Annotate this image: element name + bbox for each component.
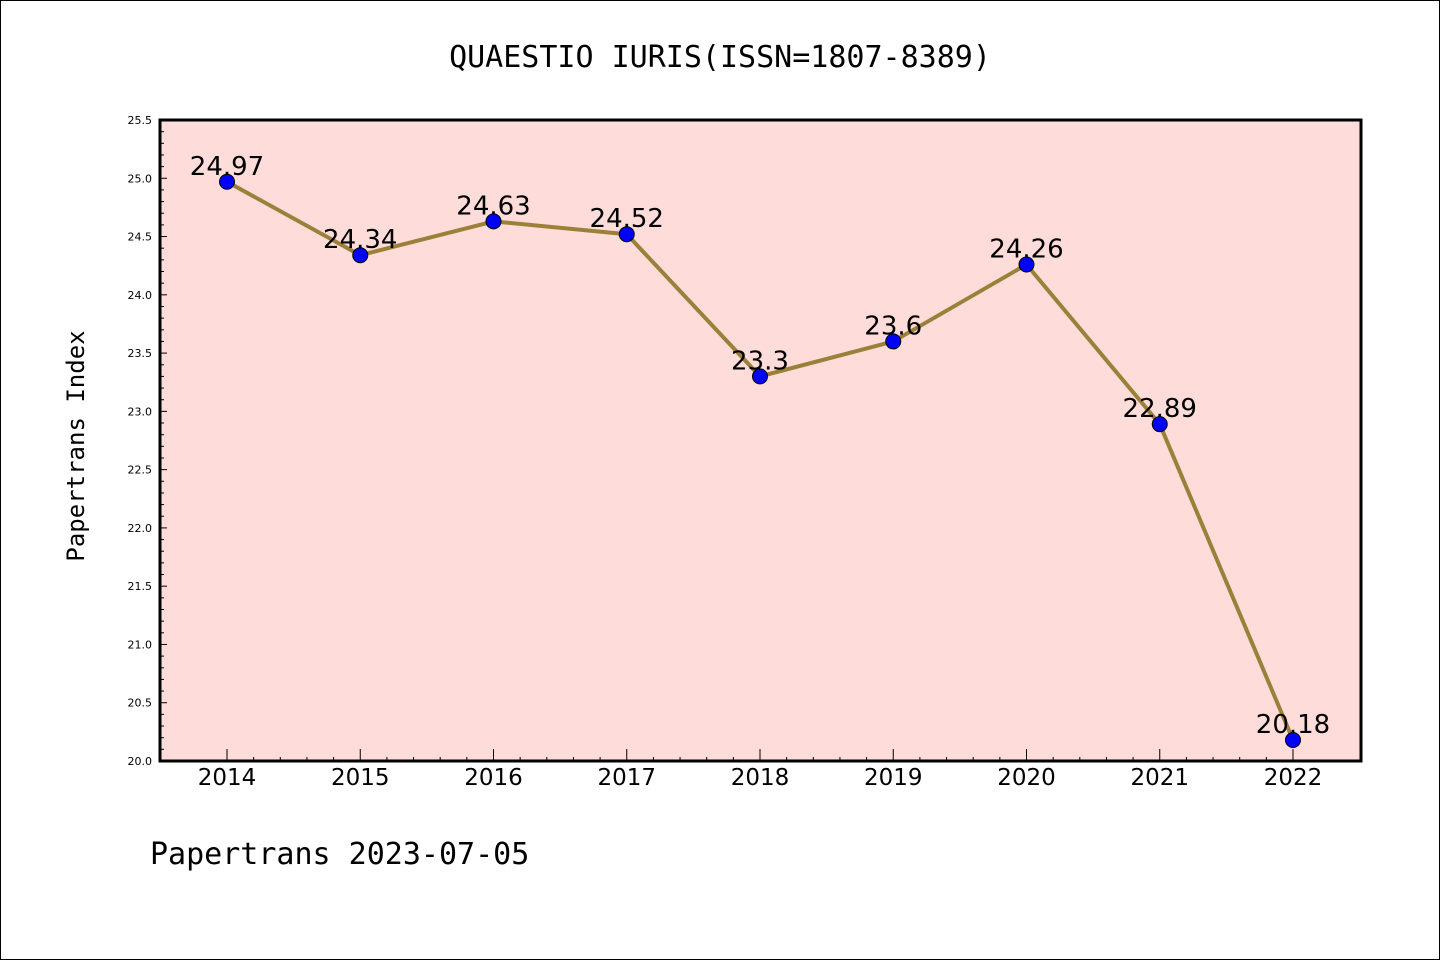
y-tick-label: 20.5: [128, 697, 153, 710]
series-papertrans-index: [219, 173, 1301, 749]
data-label: 24.26: [989, 235, 1063, 265]
x-tick-label: 2014: [198, 765, 257, 791]
data-label: 24.63: [456, 191, 530, 221]
x-tick-label: 2021: [1130, 765, 1189, 791]
x-axis: 2014 2015 2016 2017 2018 2019 2020 2021 2022: [198, 749, 1323, 791]
y-tick-label: 20.0: [128, 755, 153, 768]
data-point: [1285, 732, 1301, 749]
y-axis: 20.0 20.5 21.0 21.5 22.0 22.5 23.0 23.5 24.0 24.5…: [128, 114, 167, 768]
data-label: 23.3: [731, 346, 789, 376]
y-tick-label: 24.5: [128, 231, 153, 244]
x-tick-label: 2018: [731, 765, 790, 791]
y-tick-label: 23.5: [128, 347, 153, 360]
y-tick-label: 24.0: [128, 289, 153, 302]
plot-area: [160, 120, 1361, 761]
y-tick-label: 25.5: [128, 114, 153, 127]
data-point: [485, 213, 502, 230]
y-tick-label: 22.5: [128, 464, 153, 477]
x-tick-label: 2019: [864, 765, 923, 791]
data-point: [618, 226, 635, 243]
chart-title: QUAESTIO IURIS(ISSN=1807-8389): [449, 40, 991, 75]
plot-border: [158, 118, 1363, 763]
data-label: 20.18: [1256, 710, 1330, 740]
y-tick-label: 25.0: [128, 172, 153, 185]
x-tick-label: 2017: [597, 765, 656, 791]
y-axis-label: Papertrans Index: [62, 330, 90, 561]
data-labels: 24.97 24.34 24.63 24.52 23.3 23.6 24.26 22.89 20…: [190, 152, 1330, 740]
x-tick-label: 2022: [1264, 765, 1323, 791]
data-point: [1151, 416, 1168, 433]
data-label: 24.52: [590, 204, 664, 234]
data-label: 24.97: [190, 152, 264, 182]
y-tick-label: 23.0: [128, 405, 153, 418]
data-point: [1018, 256, 1035, 273]
y-tick-label: 21.5: [128, 580, 153, 593]
y-tick-label: 22.0: [128, 522, 153, 535]
y-tick-label: 21.0: [128, 638, 153, 651]
data-point: [885, 333, 902, 350]
x-tick-label: 2016: [464, 765, 523, 791]
x-tick-label: 2015: [331, 765, 390, 791]
footer-date-stamp: Papertrans 2023-07-05: [150, 837, 529, 872]
data-point: [752, 368, 768, 385]
data-point: [219, 173, 235, 190]
data-label: 23.6: [864, 311, 922, 341]
data-point: [352, 247, 369, 264]
data-label: 24.34: [323, 225, 397, 255]
x-tick-label: 2020: [997, 765, 1056, 791]
data-label: 22.89: [1123, 394, 1197, 424]
